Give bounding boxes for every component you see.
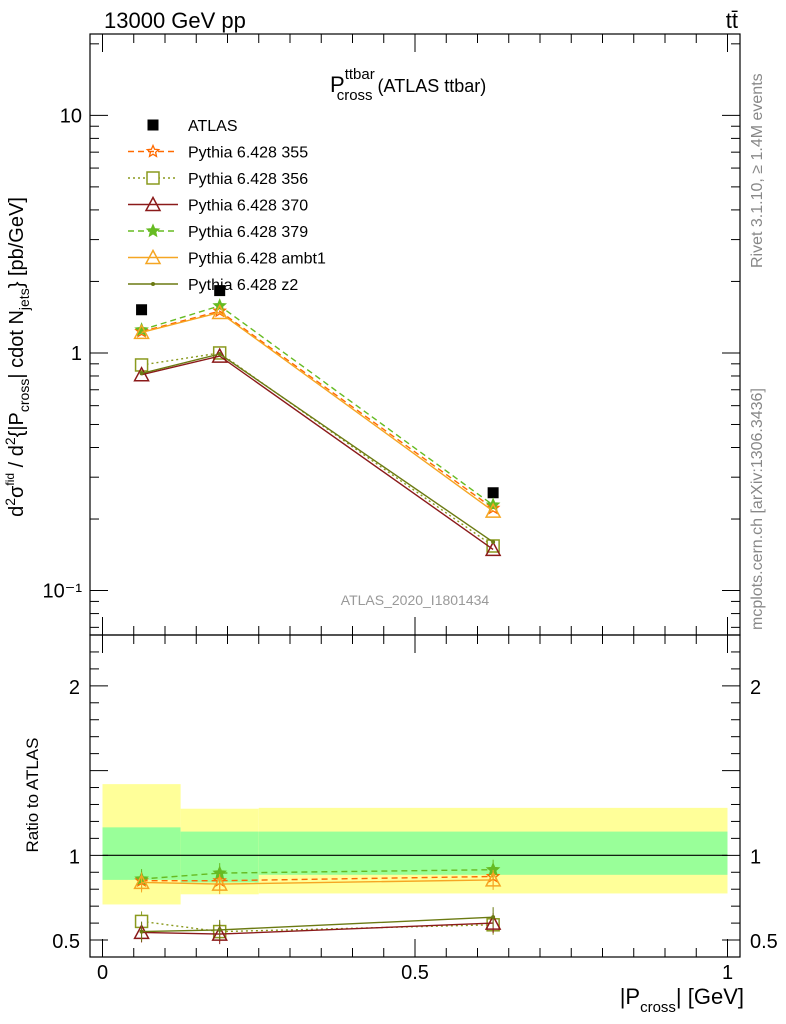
x-tick-label: 0	[97, 962, 108, 984]
series-line	[141, 305, 494, 506]
header-right-label: tt̄	[726, 8, 738, 33]
marker-point	[144, 195, 162, 212]
marker-point	[134, 358, 149, 372]
main-series-layer	[133, 285, 502, 557]
series-pythia-6-428-379	[134, 298, 501, 512]
legend-label: ATLAS	[188, 118, 238, 135]
legend-entry: Pythia 6.428 370	[128, 195, 308, 215]
marker-point	[151, 282, 155, 286]
x-label-pre: |P	[620, 984, 640, 1009]
marker-point	[211, 925, 228, 941]
legend-entry: Pythia 6.428 356	[128, 171, 308, 188]
marker-point	[484, 540, 502, 557]
legend-entry: Pythia 6.428 ambt1	[128, 248, 326, 268]
y-tick-label: 2	[69, 677, 80, 699]
mcplots-label: mcplots.cern.ch [arXiv:1306.3436]	[749, 388, 766, 630]
ratio-series-pythia-6-428-ambt1	[133, 869, 502, 895]
ratio-series-layer	[133, 859, 502, 945]
marker-point	[145, 223, 161, 238]
y-tick-label: 1	[71, 343, 82, 365]
y-tick-label: 1	[69, 846, 80, 868]
rivet-label: Rivet 3.1.10, ≥ 1.4M events	[749, 73, 766, 268]
marker-point	[484, 502, 502, 518]
y-tick-label-right: 0.5	[750, 931, 778, 953]
legend-label: Pythia 6.428 355	[188, 145, 308, 162]
series-line	[141, 355, 494, 550]
series-pythia-6-428-ambt1	[133, 303, 502, 518]
legend-entry: Pythia 6.428 355	[128, 143, 308, 162]
main-title: Pttbar cross (ATLAS ttbar)	[330, 66, 486, 104]
marker-point	[133, 323, 150, 340]
ratio-panel: 0.5 0.5 1 1 2 2 0 0.5 1 Ratio to ATLAS |Pcross| …	[23, 634, 778, 1016]
series-atlas	[136, 285, 499, 499]
marker-point	[211, 875, 228, 891]
series-line	[141, 311, 494, 512]
y-tick-label: 0.5	[52, 931, 80, 953]
marker-point	[491, 915, 496, 920]
header-left-label: 13000 GeV pp	[104, 8, 246, 33]
marker-point	[211, 303, 228, 320]
legend: ATLAS Pythia 6.428 355 Pythia 6.428 356 Pyt…	[128, 118, 326, 294]
x-label-sub: cross	[640, 999, 676, 1016]
marker-point	[484, 914, 502, 930]
watermark: ATLAS_2020_I1801434	[341, 592, 490, 608]
main-title-main: P	[330, 72, 345, 97]
marker-point	[147, 119, 159, 131]
series-pythia-6-428-370	[133, 347, 502, 557]
marker-point	[487, 487, 499, 499]
legend-label: Pythia 6.428 379	[188, 224, 308, 241]
y-tick-label-right: 1	[750, 846, 761, 868]
main-axis-ticks: 10⁻¹ 1 10	[43, 34, 740, 635]
main-title-sup: ttbar	[345, 66, 375, 83]
legend-label: Pythia 6.428 z2	[188, 277, 298, 294]
legend-entry: ATLAS	[147, 118, 238, 135]
marker-point	[491, 540, 496, 545]
marker-point	[139, 929, 144, 934]
ratio-axis-ticks: 0.5 0.5 1 1 2 2 0 0.5 1	[52, 635, 778, 984]
marker-point	[217, 927, 222, 932]
marker-point	[144, 248, 162, 265]
marker-point	[136, 304, 148, 316]
x-tick-label: 0.5	[401, 962, 429, 984]
series-pythia-6-428-355	[134, 303, 501, 515]
uncertainty-bands	[102, 784, 728, 905]
ratio-line	[141, 869, 494, 880]
marker-point	[217, 351, 222, 356]
marker-point	[146, 171, 160, 185]
legend-label: Pythia 6.428 ambt1	[188, 251, 326, 268]
legend-entry: Pythia 6.428 379	[128, 223, 308, 241]
series-pythia-6-428-z2	[139, 351, 496, 545]
legend-entry: Pythia 6.428 z2	[128, 277, 298, 294]
ratio-line	[141, 875, 494, 882]
ratio-series-pythia-6-428-356	[134, 911, 500, 942]
main-panel: 10⁻¹ 1 10 Pttbar cross (ATLAS ttbar) ATLAS_…	[2, 33, 741, 636]
y-tick-label-right: 2	[750, 677, 761, 699]
legend-label: Pythia 6.428 356	[188, 171, 308, 188]
svg-text:d2σfid / d2{|Pcross| cdot Njet: d2σfid / d2{|Pcross| cdot Njets} [pb/GeV…	[2, 197, 32, 517]
marker-point	[145, 143, 161, 158]
marker-point	[484, 871, 502, 887]
marker-point	[214, 285, 226, 297]
x-label-post: | [GeV]	[676, 984, 744, 1009]
ratio-plot-frame	[89, 634, 741, 958]
ratio-y-axis-label: Ratio to ATLAS	[23, 738, 42, 853]
series-line	[141, 352, 494, 547]
marker-point	[212, 303, 228, 318]
ratio-series-pythia-6-428-z2	[139, 907, 496, 942]
x-tick-label: 1	[722, 962, 733, 984]
main-y-axis-label: d2σfid / d2{|Pcross| cdot Njets} [pb/GeV…	[2, 197, 32, 517]
y-tick-label: 10	[60, 105, 82, 127]
series-line	[141, 310, 494, 509]
legend-label: Pythia 6.428 370	[188, 198, 308, 215]
marker-point	[133, 873, 150, 890]
y-tick-label: 10⁻¹	[43, 581, 83, 603]
marker-point	[139, 371, 144, 376]
main-title-sub: cross	[337, 87, 373, 104]
ratio-x-axis-label: |Pcross| [GeV]	[620, 984, 744, 1016]
main-title-rest: (ATLAS ttbar)	[373, 76, 487, 96]
marker-point	[133, 366, 150, 382]
